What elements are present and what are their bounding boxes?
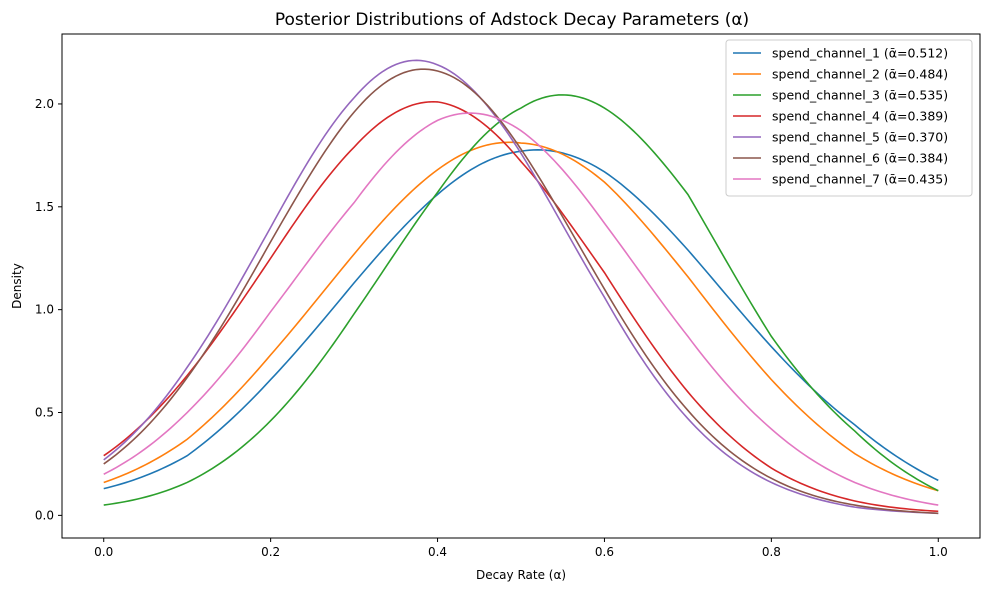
chart-title: Posterior Distributions of Adstock Decay… <box>275 10 749 30</box>
series-line-6 <box>103 68 939 515</box>
y-axis-label: Density <box>10 263 24 309</box>
legend-label-1: spend_channel_1 (ᾱ=0.512) <box>772 46 948 61</box>
y-tick-label: 2.0 <box>35 97 54 111</box>
x-tick-label: 0.6 <box>595 545 614 559</box>
x-axis: 0.0 0.2 0.4 0.6 0.8 1.0 <box>94 538 948 559</box>
legend-label-4: spend_channel_4 (ᾱ=0.389) <box>772 109 948 124</box>
y-tick-label: 0.0 <box>35 508 54 522</box>
x-tick-label: 0.8 <box>762 545 781 559</box>
y-tick-label: 0.5 <box>35 406 54 420</box>
legend-label-2: spend_channel_2 (ᾱ=0.484) <box>772 67 948 82</box>
plot-area <box>61 33 981 539</box>
x-tick-label: 0.0 <box>94 545 113 559</box>
legend-label-5: spend_channel_5 (ᾱ=0.370) <box>772 130 948 145</box>
legend: spend_channel_1 (ᾱ=0.512) spend_channel_2… <box>725 39 973 197</box>
series-line-3 <box>103 94 939 506</box>
x-axis-label: Decay Rate (α) <box>476 568 566 582</box>
series-line-4 <box>103 100 939 513</box>
y-tick-label: 1.0 <box>35 303 54 317</box>
series-curves <box>103 59 939 515</box>
legend-label-3: spend_channel_3 (ᾱ=0.535) <box>772 88 948 103</box>
y-tick-label: 1.5 <box>35 200 54 214</box>
x-tick-label: 0.4 <box>428 545 447 559</box>
x-tick-label: 1.0 <box>929 545 948 559</box>
series-line-1 <box>103 149 939 490</box>
axes-frame <box>61 33 981 539</box>
legend-box <box>725 39 973 197</box>
x-tick-label: 0.2 <box>261 545 280 559</box>
series-line-7 <box>103 112 939 506</box>
y-axis: 0.0 0.5 1.0 1.5 2.0 <box>35 97 62 522</box>
series-line-5 <box>103 59 939 515</box>
series-line-2 <box>103 141 939 492</box>
legend-label-6: spend_channel_6 (ᾱ=0.384) <box>772 151 948 166</box>
legend-label-7: spend_channel_7 (ᾱ=0.435) <box>772 172 948 187</box>
